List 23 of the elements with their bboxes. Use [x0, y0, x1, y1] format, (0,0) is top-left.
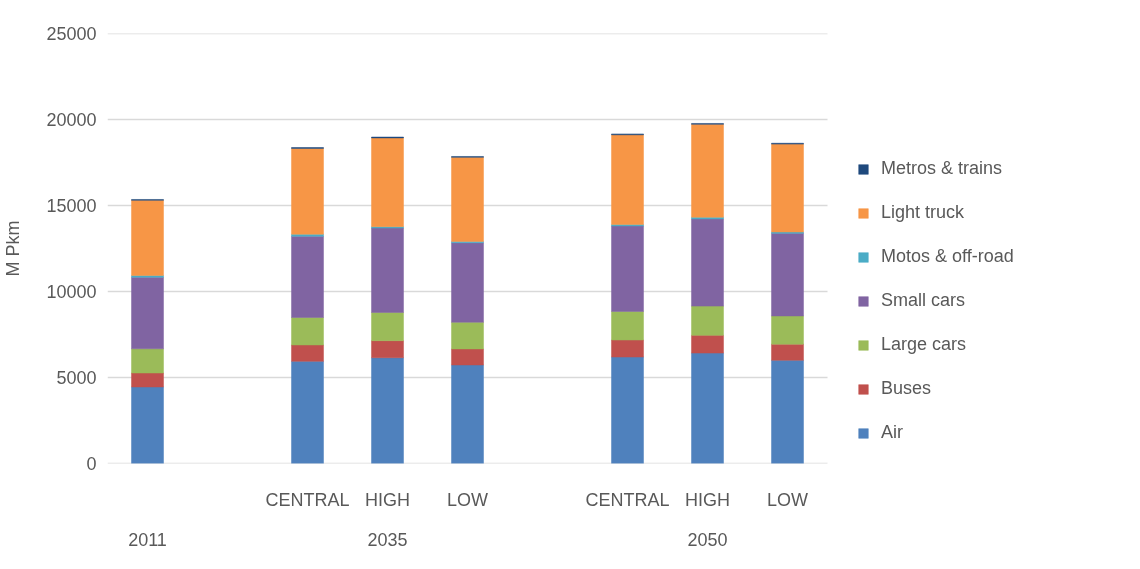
y-tick-label: 15000 [46, 196, 97, 216]
y-tick-label: 25000 [46, 24, 97, 44]
text: 2011 [128, 529, 167, 550]
legend-label: Metros & trains [881, 158, 1003, 179]
y-axis-title: M Pkm [3, 220, 24, 277]
legend-label: Small cars [881, 290, 966, 311]
y-tick-label: 0 [86, 454, 97, 474]
x-tick-label: LOW [767, 489, 809, 510]
legend-label: Light truck [881, 202, 965, 223]
x-tick-label: LOW [447, 489, 489, 510]
legend-label: Air [881, 422, 903, 443]
y-tick-label: 10000 [46, 282, 97, 302]
legend-label: Motos & off-road [881, 246, 1014, 267]
y-tick-label: 20000 [46, 110, 97, 130]
x-tick-label: HIGH [685, 489, 730, 510]
x-tick-label: CENTRAL [585, 489, 670, 510]
text: 2035 [367, 529, 408, 550]
legend-label: Buses [881, 378, 932, 399]
text: 2050 [687, 529, 728, 550]
x-tick-label: HIGH [365, 489, 410, 510]
x-tick-label: CENTRAL [265, 489, 350, 510]
legend-label: Large cars [881, 334, 967, 355]
y-tick-label: 5000 [56, 368, 97, 388]
